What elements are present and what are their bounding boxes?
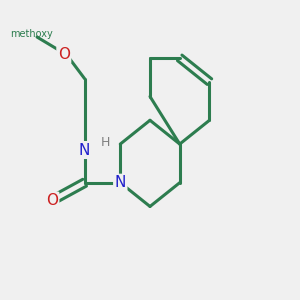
Text: O: O [46, 193, 58, 208]
Text: N: N [115, 175, 126, 190]
Text: methoxy: methoxy [10, 29, 52, 39]
Text: H: H [101, 136, 110, 149]
Text: O: O [58, 47, 70, 62]
Text: N: N [79, 142, 90, 158]
